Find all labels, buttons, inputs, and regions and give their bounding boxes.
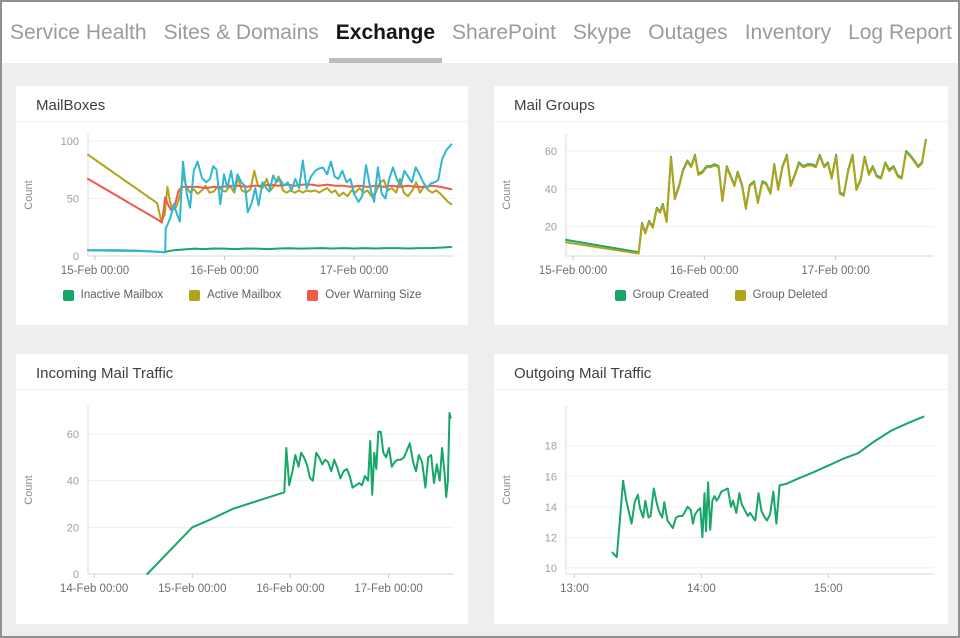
chart-title: MailBoxes: [36, 97, 106, 114]
mail-groups-chart: 20 40 60 15-Feb 00:00 16-Feb 00:00 17-Feb 00:…: [501, 134, 934, 277]
legend-label: Over Warning Size: [325, 289, 422, 301]
svg-text:16-Feb 00:00: 16-Feb 00:00: [670, 265, 738, 277]
tab-sharepoint[interactable]: SharePoint: [452, 20, 556, 44]
svg-text:Count: Count: [23, 180, 35, 209]
svg-text:12: 12: [545, 532, 557, 544]
tab-service-health[interactable]: Service Health: [10, 20, 147, 44]
title-divider: [494, 121, 948, 122]
outgoing-mail-chart: 10 12 14 16 18 13:00 14:00 15:00 Count: [501, 406, 934, 595]
svg-text:17-Feb 00:00: 17-Feb 00:00: [354, 583, 422, 595]
svg-text:Count: Count: [23, 475, 35, 504]
legend-item[interactable]: Inactive Mailbox: [62, 289, 164, 301]
svg-text:14: 14: [545, 502, 557, 514]
svg-text:Count: Count: [501, 180, 513, 209]
svg-text:60: 60: [545, 146, 557, 158]
outgoing-mail-card: Outgoing Mail Traffic 10 12 14 16 18 13:00 14:…: [494, 354, 948, 624]
tab-sites-domains[interactable]: Sites & Domains: [163, 20, 319, 44]
tab-outages[interactable]: Outages: [648, 20, 728, 44]
svg-text:15-Feb 00:00: 15-Feb 00:00: [61, 265, 129, 277]
legend-swatch-icon: [614, 289, 626, 301]
svg-text:17-Feb 00:00: 17-Feb 00:00: [320, 265, 388, 277]
legend-item[interactable]: Group Created: [614, 289, 709, 301]
chart-title: Outgoing Mail Traffic: [514, 365, 652, 382]
svg-text:16-Feb 00:00: 16-Feb 00:00: [256, 583, 324, 595]
svg-text:Count: Count: [501, 475, 513, 504]
top-tab-bar: Service Health Sites & Domains Exchange …: [2, 2, 958, 63]
legend-item[interactable]: Over Warning Size: [307, 289, 421, 301]
svg-text:20: 20: [67, 522, 79, 534]
svg-text:60: 60: [67, 429, 79, 441]
legend-swatch-icon: [734, 289, 746, 301]
mailboxes-chart: 0 50 100 15-Feb 00:00 16-Feb 00:00 17-Feb 00:…: [23, 134, 454, 277]
svg-text:14-Feb 00:00: 14-Feb 00:00: [60, 583, 128, 595]
title-divider: [494, 389, 948, 390]
mail-groups-legend: Group Created Group Deleted: [494, 289, 948, 301]
mailboxes-legend: Inactive Mailbox Active Mailbox Over Warni…: [16, 289, 468, 301]
svg-text:15:00: 15:00: [814, 583, 843, 595]
chart-title: Mail Groups: [514, 97, 595, 114]
legend-swatch-icon: [189, 289, 201, 301]
title-divider: [16, 121, 468, 122]
chart-title: Incoming Mail Traffic: [36, 365, 174, 382]
title-divider: [16, 389, 468, 390]
tab-log-report[interactable]: Log Report: [848, 20, 952, 44]
svg-text:40: 40: [545, 184, 557, 196]
legend-item[interactable]: Active Mailbox: [189, 289, 281, 301]
svg-text:15-Feb 00:00: 15-Feb 00:00: [539, 265, 607, 277]
tab-skype[interactable]: Skype: [572, 20, 632, 44]
svg-text:40: 40: [67, 476, 79, 488]
legend-item[interactable]: Group Deleted: [734, 289, 828, 301]
svg-text:0: 0: [73, 251, 79, 263]
svg-text:15-Feb 00:00: 15-Feb 00:00: [158, 583, 226, 595]
svg-text:16-Feb 00:00: 16-Feb 00:00: [190, 265, 258, 277]
svg-text:100: 100: [61, 136, 79, 148]
svg-text:13:00: 13:00: [560, 583, 589, 595]
legend-label: Group Created: [632, 289, 709, 301]
svg-text:0: 0: [73, 569, 79, 581]
svg-text:16: 16: [545, 471, 557, 483]
tab-exchange[interactable]: Exchange: [328, 2, 443, 63]
svg-text:50: 50: [67, 193, 79, 205]
incoming-mail-chart: 0 20 40 60 14-Feb 00:00 15-Feb 00:00 16-Feb 00…: [23, 406, 454, 595]
svg-text:18: 18: [545, 441, 557, 453]
dashboard-content: MailBoxes 0 50 100 15-Feb 00:00 16-Feb 00:00…: [2, 63, 958, 636]
svg-text:17-Feb 00:00: 17-Feb 00:00: [801, 265, 869, 277]
legend-swatch-icon: [307, 289, 319, 301]
incoming-mail-card: Incoming Mail Traffic 0 20 40 60 14-Feb 00:0…: [16, 354, 468, 624]
svg-text:20: 20: [545, 222, 557, 234]
legend-label: Group Deleted: [752, 289, 828, 301]
mailboxes-card: MailBoxes 0 50 100 15-Feb 00:00 16-Feb 00:00…: [16, 86, 468, 325]
legend-label: Inactive Mailbox: [80, 289, 164, 301]
svg-text:10: 10: [545, 563, 557, 575]
svg-text:14:00: 14:00: [687, 583, 716, 595]
legend-label: Active Mailbox: [207, 289, 282, 301]
mail-groups-card: Mail Groups 20 40 60 15-Feb 00:00 16-Feb 00:…: [494, 86, 948, 325]
tab-inventory[interactable]: Inventory: [744, 20, 832, 44]
legend-swatch-icon: [62, 289, 74, 301]
